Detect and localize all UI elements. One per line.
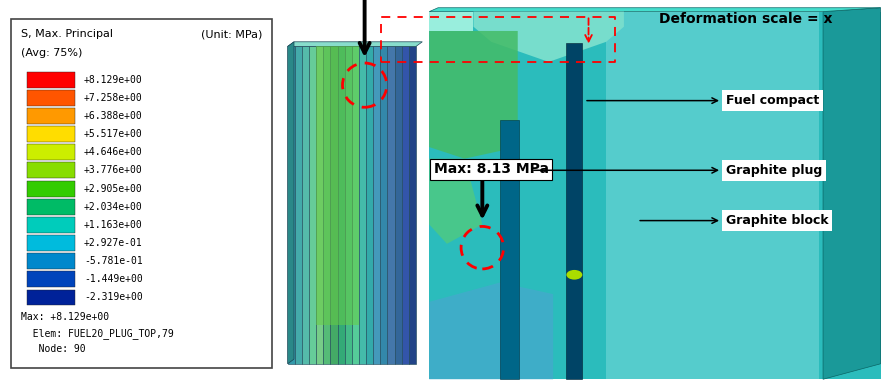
Bar <box>27 90 75 106</box>
Text: +2.034e+00: +2.034e+00 <box>84 202 142 212</box>
Polygon shape <box>429 12 473 31</box>
Bar <box>402 46 409 364</box>
Text: +3.776e+00: +3.776e+00 <box>84 165 142 175</box>
Text: Elem: FUEL20_PLUG_TOP,79: Elem: FUEL20_PLUG_TOP,79 <box>21 328 174 339</box>
Text: +5.517e+00: +5.517e+00 <box>84 129 142 139</box>
Bar <box>316 46 323 364</box>
Ellipse shape <box>566 270 582 279</box>
Text: -5.781e-01: -5.781e-01 <box>84 256 142 266</box>
Bar <box>344 46 351 325</box>
Bar <box>500 120 519 379</box>
Text: +1.163e+00: +1.163e+00 <box>84 220 142 230</box>
Polygon shape <box>429 31 518 159</box>
Bar <box>27 72 75 87</box>
Text: Graphite block: Graphite block <box>640 214 828 227</box>
Bar <box>359 46 366 364</box>
Polygon shape <box>429 283 553 379</box>
Text: Fuel compact: Fuel compact <box>587 94 819 107</box>
Bar <box>395 46 402 364</box>
Bar <box>409 46 416 364</box>
Polygon shape <box>429 8 881 12</box>
Bar <box>27 144 75 160</box>
Bar <box>337 46 344 364</box>
Bar <box>302 46 309 364</box>
Text: (Avg: 75%): (Avg: 75%) <box>21 48 82 58</box>
Text: +2.927e-01: +2.927e-01 <box>84 238 142 248</box>
Bar <box>27 108 75 124</box>
Bar <box>27 181 75 197</box>
FancyBboxPatch shape <box>11 19 272 368</box>
Bar <box>309 46 316 364</box>
Bar <box>316 46 323 325</box>
Bar <box>330 46 337 325</box>
Bar <box>27 289 75 305</box>
Polygon shape <box>288 42 422 46</box>
Polygon shape <box>473 12 624 62</box>
Bar <box>351 46 359 364</box>
Text: Max: 8.13 MPa: Max: 8.13 MPa <box>434 162 549 176</box>
Bar <box>27 199 75 215</box>
Bar <box>27 126 75 142</box>
Text: Deformation scale = x: Deformation scale = x <box>659 12 833 26</box>
Bar <box>295 46 302 364</box>
Bar <box>337 46 344 325</box>
Bar <box>366 46 373 364</box>
Text: Max: +8.129e+00: Max: +8.129e+00 <box>21 312 110 322</box>
Text: +4.646e+00: +4.646e+00 <box>84 147 142 157</box>
Polygon shape <box>288 42 294 364</box>
Polygon shape <box>823 8 881 379</box>
Text: (Unit: MPa): (Unit: MPa) <box>202 29 263 39</box>
Text: -1.449e+00: -1.449e+00 <box>84 274 142 284</box>
Bar <box>27 253 75 269</box>
Text: -2.319e+00: -2.319e+00 <box>84 293 142 303</box>
Text: +7.258e+00: +7.258e+00 <box>84 93 142 103</box>
Bar <box>344 46 351 364</box>
Bar <box>351 46 359 325</box>
Polygon shape <box>429 159 482 244</box>
Bar <box>27 271 75 287</box>
Text: +8.129e+00: +8.129e+00 <box>84 75 142 85</box>
Bar <box>388 46 395 364</box>
Bar <box>381 46 388 364</box>
Text: +6.388e+00: +6.388e+00 <box>84 111 142 121</box>
Bar <box>288 46 295 364</box>
Bar <box>330 46 337 364</box>
Bar <box>566 43 582 379</box>
Bar <box>323 46 330 364</box>
Text: +2.905e+00: +2.905e+00 <box>84 183 142 194</box>
Text: S, Max. Principal: S, Max. Principal <box>21 29 113 39</box>
Bar <box>27 235 75 251</box>
Text: Node: 90: Node: 90 <box>21 344 86 354</box>
Bar <box>323 46 330 325</box>
Bar <box>606 12 819 379</box>
Bar <box>373 46 381 364</box>
Text: Graphite plug: Graphite plug <box>534 164 822 177</box>
Bar <box>429 12 881 379</box>
Bar <box>27 163 75 178</box>
Bar <box>27 217 75 233</box>
